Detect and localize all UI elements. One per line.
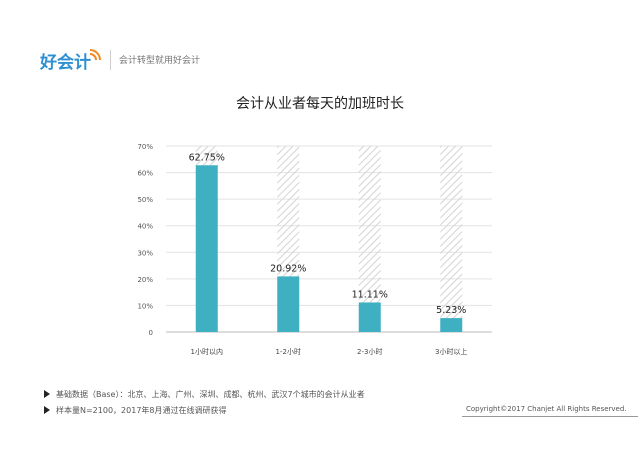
chart-title: 会计从业者每天的加班时长 (236, 96, 404, 112)
arrow-right-icon (44, 406, 50, 414)
data-label: 5.23% (436, 305, 466, 316)
y-tick-label: 60% (137, 170, 153, 178)
data-label: 20.92% (270, 263, 306, 274)
copyright: Copyright©2017 Chanjet All Rights Reserv… (466, 405, 627, 413)
footer-divider (462, 416, 638, 417)
note-base-text: 基础数据（Base）：北京、上海、广州、深圳、成都、杭州、武汉7个城市的会计从业… (56, 390, 365, 399)
y-tick-label: 40% (137, 223, 153, 231)
brand-tagline: 会计转型就用好会计 (119, 56, 201, 66)
x-tick-label: 3小时以上 (435, 347, 467, 356)
bar (195, 165, 218, 332)
y-tick-label: 30% (137, 249, 153, 257)
note-sample: 样本量N=2100，2017年8月通过在线调研获得 (44, 403, 365, 419)
signal-icon (89, 53, 97, 61)
y-tick-label: 10% (137, 302, 153, 310)
data-label: 62.75% (189, 152, 225, 163)
logo-text: 好会计 (40, 52, 91, 73)
bar-background (440, 146, 463, 332)
bar (277, 276, 300, 332)
logo: 好会计 (40, 49, 101, 73)
arrow-right-icon (44, 390, 50, 398)
y-tick-label: 0 (149, 329, 153, 337)
bar (440, 318, 463, 332)
y-tick-label: 50% (137, 196, 153, 204)
footnotes: 基础数据（Base）：北京、上海、广州、深圳、成都、杭州、武汉7个城市的会计从业… (44, 387, 365, 419)
logo-divider (110, 50, 111, 70)
note-sample-text: 样本量N=2100，2017年8月通过在线调研获得 (56, 406, 227, 415)
bar-background (358, 146, 381, 332)
note-base: 基础数据（Base）：北京、上海、广州、深圳、成都、杭州、武汉7个城市的会计从业… (44, 387, 365, 403)
y-tick-label: 70% (137, 143, 153, 151)
x-tick-label: 1-2小时 (276, 347, 301, 356)
x-tick-label: 2-3小时 (357, 347, 382, 356)
x-tick-label: 1小时以内 (191, 347, 223, 356)
data-label: 11.11% (352, 289, 388, 300)
y-tick-label: 20% (137, 276, 153, 284)
bar (358, 302, 381, 332)
